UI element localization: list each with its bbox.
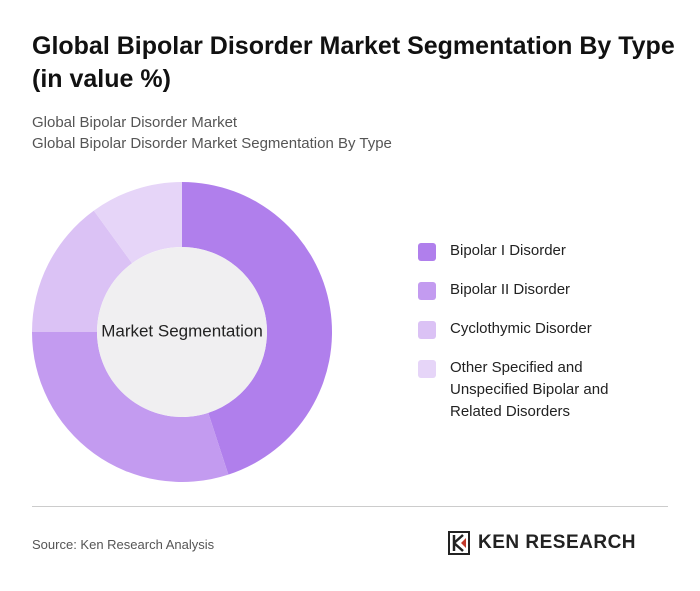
legend-item: Bipolar II Disorder — [418, 279, 658, 301]
logo: KEN RESEARCH — [448, 531, 636, 555]
donut-slice — [32, 210, 133, 332]
legend-label: Bipolar II Disorder — [450, 281, 571, 298]
donut-chart: Market Segmentation — [32, 182, 332, 482]
legend-swatch — [418, 321, 436, 339]
legend-item: Other Specified and Unspecified Bipolar … — [418, 357, 658, 423]
legend-label: Other Specified and Unspecified Bipolar … — [450, 359, 609, 420]
logo-text: KEN RESEARCH — [478, 532, 637, 553]
donut-slice — [182, 182, 332, 475]
legend-label: Bipolar I Disorder — [450, 242, 566, 259]
donut-slice — [93, 182, 182, 264]
logo-icon — [448, 531, 470, 555]
legend: Bipolar I Disorder Bipolar II Disorder Cyc… — [418, 240, 658, 440]
source: Source: Ken Research Analysis — [32, 537, 215, 552]
chart-title: Global Bipolar Disorder Market Segmentat… — [32, 32, 675, 93]
subtitle: Global Bipolar Disorder Market — [32, 114, 238, 131]
subtitle: Global Bipolar Disorder Market Segmentat… — [32, 135, 392, 152]
divider — [32, 506, 668, 507]
legend-label: Cyclothymic Disorder — [450, 320, 592, 337]
center-label: Market Segmentation — [101, 321, 263, 340]
legend-swatch — [418, 360, 436, 378]
donut-hole — [97, 247, 267, 417]
legend-item: Bipolar I Disorder — [418, 240, 658, 262]
legend-item: Cyclothymic Disorder — [418, 318, 658, 340]
donut-slice — [32, 332, 229, 482]
legend-swatch — [418, 282, 436, 300]
legend-swatch — [418, 243, 436, 261]
